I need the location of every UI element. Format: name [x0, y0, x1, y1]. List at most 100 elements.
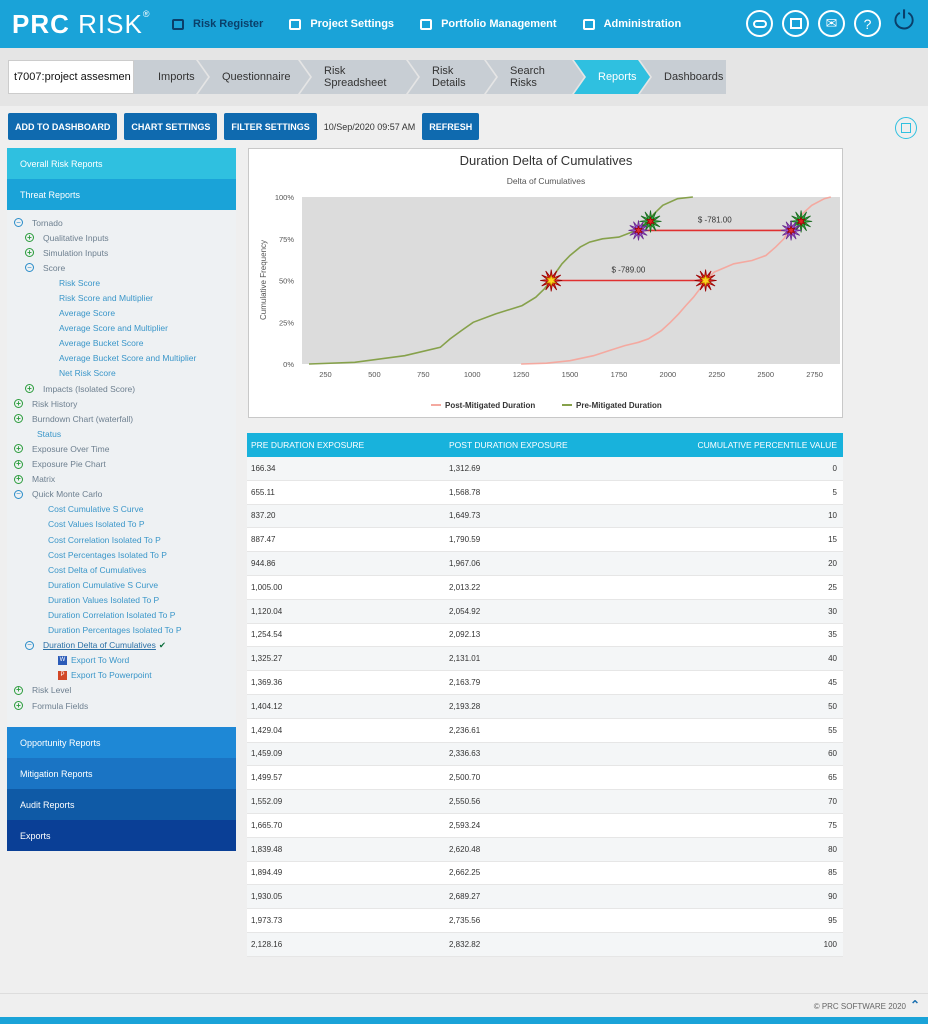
project-name[interactable]: t7007:project assesmen [8, 60, 134, 94]
tree-item[interactable]: − Score [7, 260, 236, 275]
tree-item[interactable]: Average Bucket Score and Multiplier [7, 351, 236, 366]
add-to-dashboard-button[interactable]: ADD TO DASHBOARD [8, 113, 118, 140]
tree-item[interactable]: − Duration Delta of Cumulatives ✔ [7, 638, 236, 653]
section-audit-reports[interactable]: Audit Reports [7, 789, 236, 820]
tree-item[interactable]: + Risk Level [7, 683, 236, 698]
tree-item[interactable]: Duration Correlation Isolated To P [7, 607, 236, 622]
nav-risk-register[interactable]: Risk Register [172, 18, 263, 30]
x-tick-label: 2000 [659, 370, 676, 379]
tree-item[interactable]: Risk Score and Multiplier [7, 290, 236, 305]
tree-item[interactable]: + Burndown Chart (waterfall) [7, 411, 236, 426]
powerpoint-file-icon: P [58, 670, 67, 680]
expand-icon[interactable]: + [25, 233, 34, 243]
tree-item[interactable]: Duration Cumulative S Curve [7, 577, 236, 592]
table-cell: 70 [828, 797, 837, 807]
tree-item[interactable]: Cost Cumulative S Curve [7, 502, 236, 517]
app-logo[interactable]: PRC RISK® [12, 9, 151, 39]
tree-item[interactable]: + Impacts (Isolated Score) [7, 381, 236, 396]
chart-settings-button[interactable]: CHART SETTINGS [124, 113, 218, 140]
collapse-icon[interactable]: − [14, 218, 23, 228]
overall-risk-reports[interactable]: Overall Risk Reports [7, 148, 236, 179]
report-timestamp: 10/Sep/2020 09:57 AM [323, 121, 416, 132]
col-post[interactable]: POST DURATION EXPOSURE [449, 440, 568, 450]
expand-icon[interactable]: + [14, 459, 23, 469]
tree-item[interactable]: + Simulation Inputs [7, 245, 236, 260]
col-percentile[interactable]: CUMULATIVE PERCENTILE VALUE [697, 440, 838, 450]
expand-icon[interactable]: + [25, 384, 34, 394]
nav-portfolio-management[interactable]: Portfolio Management [420, 18, 557, 30]
breadcrumb-step-imports[interactable]: Imports [134, 60, 208, 94]
tree-item[interactable]: Average Bucket Score [7, 336, 236, 351]
tree-item[interactable]: − Quick Monte Carlo [7, 487, 236, 502]
tree-item[interactable]: + Risk History [7, 396, 236, 411]
power-icon[interactable]: ⏻ [893, 4, 915, 35]
breadcrumb-step-risk-details[interactable]: Risk Details [408, 60, 496, 94]
expand-icon[interactable]: + [14, 414, 23, 424]
legend-label[interactable]: Pre-Mitigated Duration [576, 401, 662, 410]
table-cell: 655.11 [251, 487, 275, 497]
expand-icon[interactable]: + [14, 701, 23, 711]
collapse-icon[interactable]: − [25, 640, 34, 650]
section-opportunity-reports[interactable]: Opportunity Reports [7, 727, 236, 758]
collapse-icon[interactable]: − [25, 263, 34, 273]
toggle-icon[interactable] [746, 10, 773, 37]
expand-icon[interactable]: + [14, 444, 23, 454]
tree-item[interactable]: Average Score and Multiplier [7, 321, 236, 336]
tree-item[interactable]: Average Score [7, 306, 236, 321]
breadcrumb-step-dashboards[interactable]: Dashboards [640, 60, 726, 94]
section-exports[interactable]: Exports [7, 820, 236, 851]
save-report-icon[interactable] [895, 117, 917, 139]
expand-icon[interactable]: + [14, 685, 23, 695]
collapse-icon[interactable]: − [14, 489, 23, 499]
tree-item[interactable]: Risk Score [7, 275, 236, 290]
tree-item[interactable]: Duration Values Isolated To P [7, 592, 236, 607]
breadcrumb-step-reports[interactable]: Reports [574, 60, 650, 94]
top-icons: ✉ ? ⏻ [746, 4, 918, 37]
table-cell: 1,459.09 [251, 749, 283, 759]
help-icon[interactable]: ? [854, 10, 881, 37]
tree-item[interactable]: + Formula Fields [7, 698, 236, 713]
table-cell: 45 [828, 678, 837, 688]
tree-item[interactable]: Cost Percentages Isolated To P [7, 547, 236, 562]
expand-icon[interactable]: + [14, 399, 23, 409]
copyright: © PRC SOFTWARE 2020 [813, 1002, 906, 1011]
tree-item[interactable]: − Tornado [7, 215, 236, 230]
tree-item[interactable]: Duration Percentages Isolated To P [7, 623, 236, 638]
save-icon[interactable] [782, 10, 809, 37]
y-tick-label: 25% [279, 318, 294, 327]
expand-icon[interactable]: + [25, 248, 34, 258]
table-cell: 1,312.69 [449, 463, 481, 473]
tree-item[interactable]: Cost Correlation Isolated To P [7, 532, 236, 547]
mail-icon[interactable]: ✉ [818, 10, 845, 37]
col-pre[interactable]: PRE DURATION EXPOSURE [251, 440, 365, 450]
threat-reports[interactable]: Threat Reports [7, 179, 236, 210]
tree-item[interactable]: + Qualitative Inputs [7, 230, 236, 245]
tree-item[interactable]: + Exposure Pie Chart [7, 457, 236, 472]
tree-item[interactable]: Net Risk Score [7, 366, 236, 381]
tree-item[interactable]: + Matrix [7, 472, 236, 487]
tree-item-label: Tornado [32, 217, 63, 228]
tree-item[interactable]: W Export To Word [7, 653, 236, 668]
tree-item[interactable]: P Export To Powerpoint [7, 668, 236, 683]
refresh-button[interactable]: REFRESH [422, 113, 480, 140]
breadcrumb-step-risk-spreadsheet[interactable]: Risk Spreadsheet [300, 60, 418, 94]
table-cell: 887.47 [251, 535, 276, 545]
table-row: 1,894.49 2,662.25 85 [247, 861, 843, 886]
filter-settings-button[interactable]: FILTER SETTINGS [224, 113, 317, 140]
tree-item[interactable]: Cost Values Isolated To P [7, 517, 236, 532]
red-dot-marker [634, 225, 643, 236]
breadcrumb-step-questionnaire[interactable]: Questionnaire [198, 60, 310, 94]
tree-item-label: Cost Values Isolated To P [48, 519, 145, 530]
tree-item[interactable]: Status [7, 426, 236, 441]
breadcrumb-step-search-risks[interactable]: Search Risks [486, 60, 584, 94]
section-mitigation-reports[interactable]: Mitigation Reports [7, 758, 236, 789]
expand-icon[interactable]: + [14, 474, 23, 484]
nav-project-settings[interactable]: Project Settings [289, 18, 394, 30]
table-cell: 75 [828, 820, 837, 830]
tree-item[interactable]: + Exposure Over Time [7, 441, 236, 456]
tree-item[interactable]: Cost Delta of Cumulatives [7, 562, 236, 577]
nav-administration[interactable]: Administration [582, 18, 681, 30]
table-cell: 85 [828, 868, 837, 878]
legend-label[interactable]: Post-Mitigated Duration [445, 401, 535, 410]
scroll-top-icon[interactable]: ⌃ [909, 998, 920, 1012]
